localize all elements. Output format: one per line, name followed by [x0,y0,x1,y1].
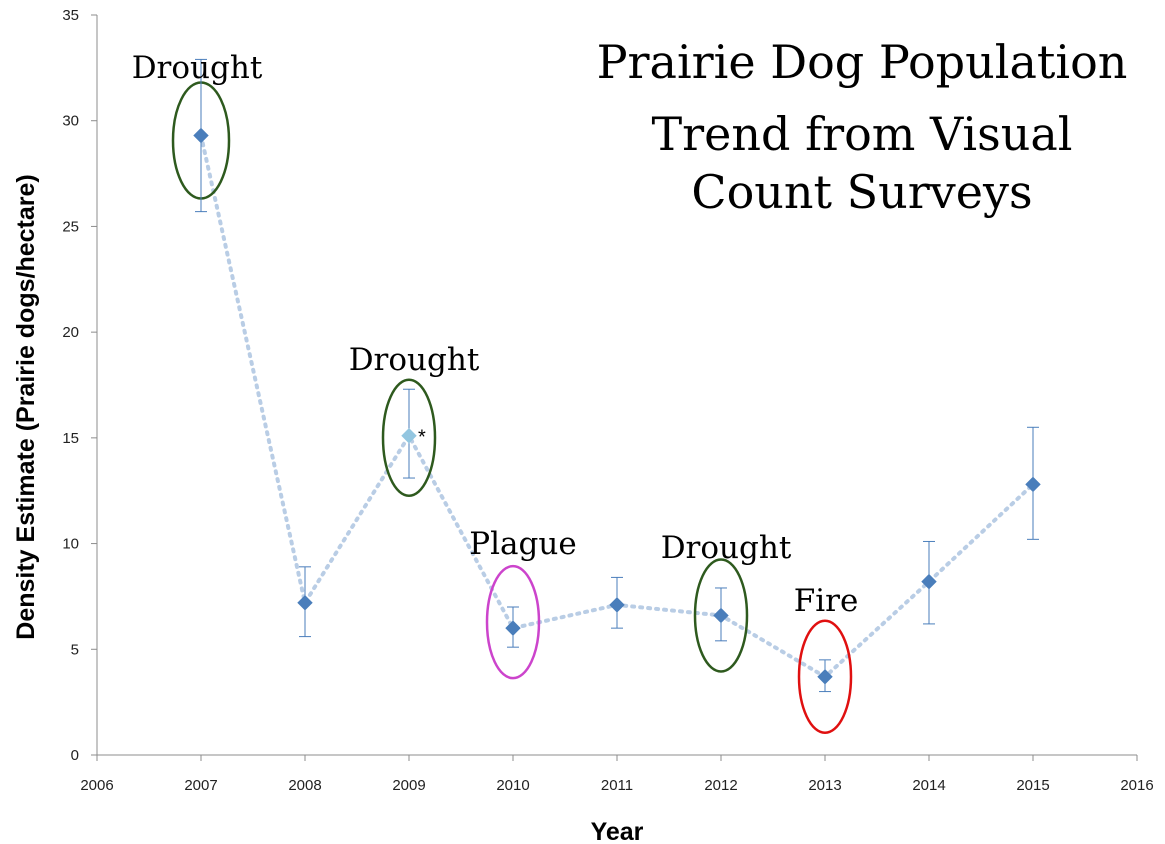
event-label: Fire [794,583,859,619]
x-tick-label: 2008 [288,777,321,794]
event-ellipse [797,619,853,735]
event-label: Drought [661,530,792,566]
y-tick-label: 10 [62,536,79,553]
point-notes: * [418,427,426,449]
x-tick-label: 2006 [80,777,113,794]
y-tick-label: 35 [62,7,79,24]
y-tick-label: 20 [62,324,79,341]
x-axis-title: Year [591,818,644,844]
x-tick-label: 2013 [808,777,841,794]
data-point [817,669,833,685]
data-point [1025,476,1041,493]
chart-title-line: Count Surveys [691,165,1032,219]
y-tick-label: 5 [71,641,79,658]
x-tick-label: 2012 [704,777,737,794]
event-ellipse [485,564,541,680]
data-point [609,597,625,613]
x-tick-label: 2007 [184,777,217,794]
data-point [921,573,937,590]
data-point [505,620,521,636]
chart-title: Prairie Dog Population Trend from VisualC… [597,35,1128,219]
data-point [713,607,729,624]
chart-title-line: Trend from Visual [651,107,1072,161]
y-tick-label: 0 [71,747,79,764]
x-tick-label: 2014 [912,777,945,794]
x-tick-label: 2011 [601,777,633,794]
event-ellipse [381,378,437,497]
point-note: * [418,427,426,449]
event-label: Drought [349,342,480,378]
x-tick-label: 2010 [496,777,529,794]
x-tick-label: 2009 [392,777,425,794]
x-tick-label: 2015 [1016,777,1049,794]
y-tick-label: 15 [62,430,79,447]
data-markers [193,127,1041,685]
chart-title-line: Prairie Dog Population [597,35,1128,89]
data-point [193,127,209,144]
data-point [297,595,313,611]
data-point [401,428,417,444]
y-tick-label: 25 [62,218,79,235]
event-ellipse [693,558,749,673]
event-label: Drought [132,50,263,86]
event-label: Plague [469,526,576,562]
y-tick-label: 30 [62,113,79,130]
axes [91,14,1138,761]
y-axis-title: Density Estimate (Prairie dogs/hectare) [12,174,40,639]
x-tick-label: 2016 [1120,777,1153,794]
tick-labels: 0 5 10 15 20 25 30 35 2006 2007 2008 2009 2010 2011 20… [62,7,1153,794]
